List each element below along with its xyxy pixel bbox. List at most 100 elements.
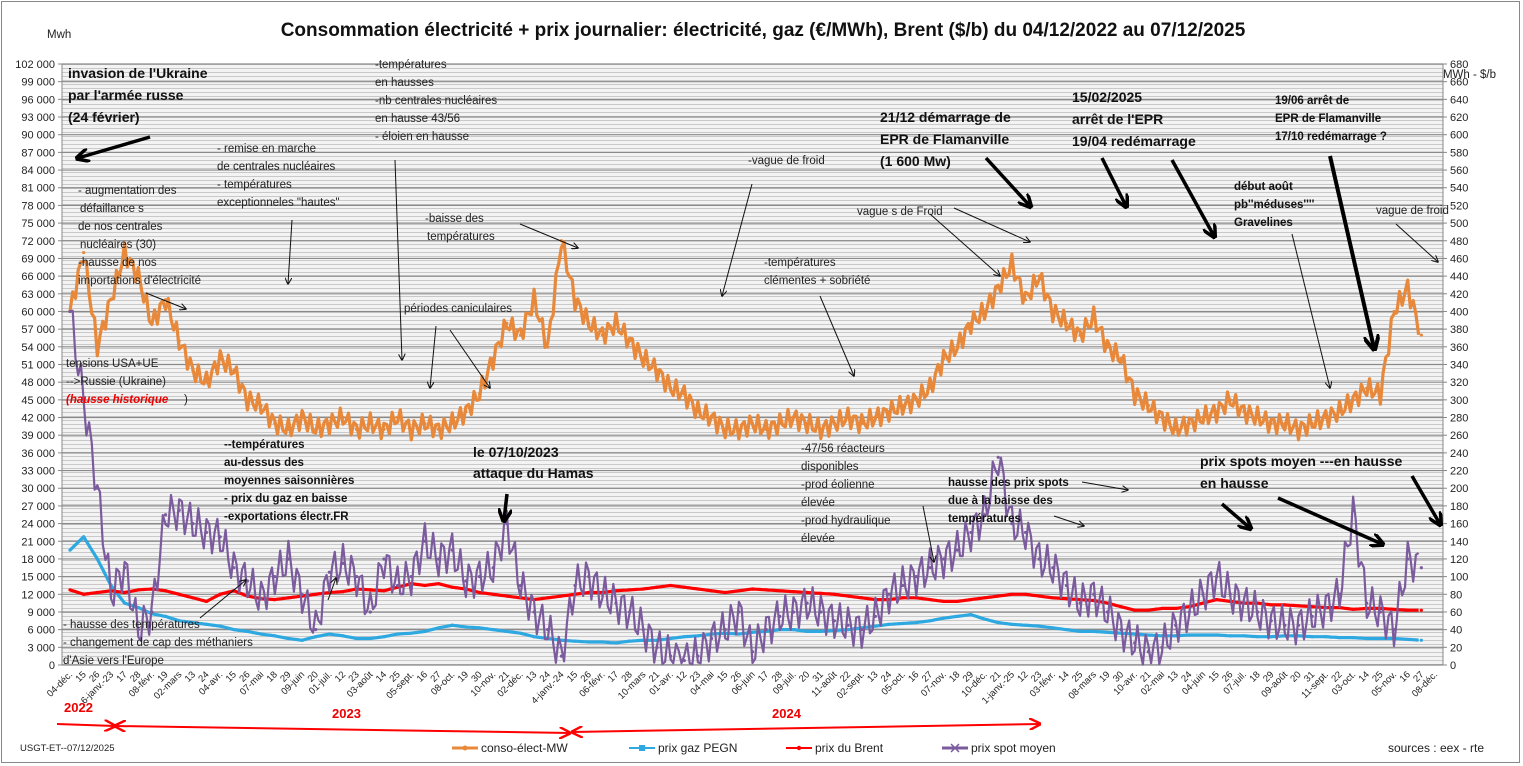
data-point <box>532 635 536 639</box>
y-tick-label-left: 30 000 <box>21 483 55 495</box>
y-tick-label-left: 42 000 <box>21 413 55 425</box>
annotation-line: nucléaires (30) <box>80 239 156 251</box>
data-point <box>1406 637 1410 641</box>
data-point <box>123 250 127 255</box>
annotation-ukraine: invasion de l'Ukraine par l'armée russe … <box>68 65 208 158</box>
data-point <box>191 620 195 625</box>
data-point <box>1187 633 1191 637</box>
data-point <box>232 566 236 570</box>
year-label-2024: 2024 <box>772 706 802 721</box>
data-point <box>846 623 850 627</box>
annotation-line: - changement de cap des méthaniers <box>63 637 253 649</box>
arrow-icon <box>199 580 246 619</box>
annotation-line: -vague de froid <box>748 155 825 167</box>
data-point <box>286 557 290 561</box>
data-point <box>982 513 987 517</box>
data-point <box>109 298 113 302</box>
data-point <box>163 614 168 618</box>
data-point <box>1037 274 1041 278</box>
data-point <box>1133 608 1137 612</box>
data-point <box>95 345 99 349</box>
data-point <box>1242 601 1246 605</box>
annotation-line: de nos centrales <box>78 221 163 233</box>
data-point <box>587 590 591 595</box>
data-point <box>204 599 209 603</box>
data-point <box>641 628 645 632</box>
data-point <box>832 619 837 623</box>
arrow-icon <box>504 493 507 520</box>
data-point <box>846 415 850 420</box>
data-point <box>218 592 222 596</box>
data-point <box>1296 623 1301 627</box>
data-point <box>682 392 686 396</box>
annotation-line: hausse des prix spots <box>948 477 1069 489</box>
data-point <box>1105 345 1109 349</box>
legend-item-spot: prix spot moyen <box>942 741 1056 755</box>
data-point <box>355 427 359 431</box>
annotation-line: prix spots moyen ---en hausse <box>1200 453 1402 469</box>
annotation-line: températures <box>948 513 1021 525</box>
data-point <box>1324 415 1328 420</box>
annotation-temp-dessus: --températures au-dessus des moyennes sa… <box>224 439 354 523</box>
data-point <box>1010 592 1014 596</box>
arrow-icon <box>722 183 753 296</box>
data-point <box>68 588 72 592</box>
data-point <box>669 583 673 588</box>
data-point <box>314 592 318 596</box>
data-point <box>450 421 454 426</box>
annotation-line: -températures <box>764 257 836 269</box>
data-point <box>764 628 768 632</box>
data-point <box>368 636 372 641</box>
data-point <box>1037 594 1041 598</box>
annotation-line: EPR de Flamanville <box>1275 113 1381 125</box>
data-point <box>1146 608 1150 612</box>
data-point <box>1419 333 1423 337</box>
data-point <box>969 530 973 535</box>
y-tick-label-right: 460 <box>1450 253 1468 265</box>
data-point <box>1419 566 1423 570</box>
data-point <box>587 575 591 579</box>
y-tick-label-right: 0 <box>1450 660 1456 672</box>
annotation-reacteurs: -47/56 réacteurs disponibles -prod éolie… <box>801 443 934 562</box>
data-point <box>1378 610 1382 614</box>
data-point <box>396 415 400 420</box>
annotation-baisse-temp: -baisse des températures <box>425 213 578 248</box>
data-point <box>1119 605 1123 609</box>
data-point <box>819 591 823 596</box>
data-point <box>273 634 277 638</box>
annotation-line: due à la baisse des <box>948 495 1053 507</box>
data-point <box>368 588 372 592</box>
data-point <box>1146 633 1150 637</box>
data-point <box>1310 605 1314 609</box>
annotation-line: - températures <box>217 179 292 191</box>
data-point <box>1378 392 1382 396</box>
annotation-line: clémentes + sobriété <box>764 275 870 287</box>
arrow-icon <box>1291 233 1330 388</box>
data-point <box>245 398 250 402</box>
y-tick-label-left: 12 000 <box>21 589 55 601</box>
data-point <box>709 415 714 420</box>
annotation-line: le 07/10/2023 <box>473 444 559 460</box>
data-point <box>218 624 222 628</box>
y-tick-label-right: 560 <box>1450 165 1468 177</box>
annotation-hamas: le 07/10/2023 attaque du Hamas <box>473 444 594 520</box>
data-point <box>286 636 290 641</box>
data-point <box>177 339 181 343</box>
data-point <box>750 587 755 591</box>
annotation-line: 19/04 redémarrage <box>1072 133 1196 149</box>
legend-item-gaz: prix gaz PEGN <box>629 741 737 755</box>
data-point <box>982 309 987 314</box>
data-point <box>382 635 386 639</box>
data-point <box>873 614 877 618</box>
data-point <box>232 368 236 372</box>
data-point <box>696 634 700 638</box>
data-point <box>1392 309 1396 314</box>
data-point <box>355 636 359 641</box>
year-label-2023: 2023 <box>332 706 361 721</box>
data-point <box>1023 592 1028 596</box>
data-point <box>1201 633 1205 637</box>
data-point <box>778 421 782 426</box>
data-point <box>1365 636 1369 641</box>
data-point <box>245 629 250 634</box>
annotation-line: -exportations électr.FR <box>224 511 349 523</box>
